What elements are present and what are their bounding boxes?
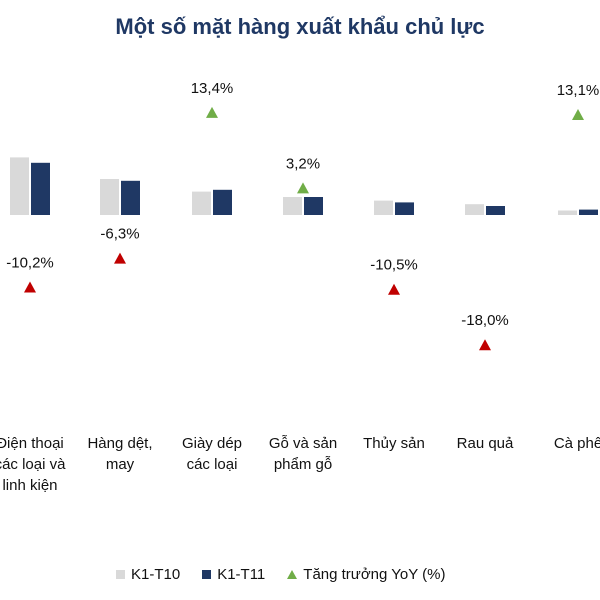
growth-label-6: 13,1% <box>557 82 600 99</box>
category-label-line: phẩm gỗ <box>273 456 333 473</box>
bar-k1-t10-2 <box>192 191 211 215</box>
legend-swatch-k1-t11 <box>202 569 212 579</box>
category-label-line: may <box>105 456 135 473</box>
category-label-5: Rau quả <box>435 433 535 454</box>
bar-k1-t11-4 <box>395 202 414 215</box>
bar-k1-t11-3 <box>304 197 323 215</box>
growth-marker-0 <box>24 281 36 293</box>
growth-marker-3 <box>297 182 309 194</box>
category-label-line: Thủy sản <box>363 435 425 452</box>
growth-marker-6 <box>572 109 584 121</box>
category-label-line: Điện thoại <box>0 435 64 452</box>
growth-label-0: -10,2% <box>6 254 54 271</box>
category-label-2: Giày dép các loại <box>162 433 262 475</box>
bar-k1-t11-6 <box>579 209 598 215</box>
bar-k1-t11-1 <box>121 180 140 215</box>
category-label-1: Hàng dệt, may <box>70 433 170 475</box>
category-label-line: Hàng dệt, <box>87 435 153 452</box>
legend-label-growth: Tăng trưởng YoY (%) <box>303 565 446 583</box>
bar-k1-t10-3 <box>283 197 302 215</box>
category-label-3: Gỗ và sản phẩm gỗ <box>253 433 353 475</box>
legend-swatch-k1-t10 <box>116 569 125 579</box>
category-label-4: Thủy sản <box>344 433 444 454</box>
chart-title: Một số mặt hàng xuất khẩu chủ lực <box>115 14 485 39</box>
growth-label-5: -18,0% <box>461 312 509 329</box>
legend-item-k1-t10: K1-T10 <box>116 566 180 583</box>
bar-k1-t10-4 <box>374 200 393 215</box>
legend-swatch-growth <box>287 569 298 579</box>
category-label-line: Gỗ và sản <box>268 435 338 452</box>
category-label-line: Rau quả <box>456 435 514 452</box>
legend: K1-T10 K1-T11 Tăng trưởng YoY (%) <box>116 562 467 586</box>
category-label-line: linh kiện <box>2 477 58 494</box>
bar-k1-t11-2 <box>213 189 232 215</box>
category-label-line: các loại và <box>0 456 66 473</box>
category-label-line: Giày dép <box>181 435 243 452</box>
growth-marker-1 <box>114 252 126 264</box>
legend-label-k1-t11: K1-T11 <box>217 565 266 583</box>
bar-k1-t11-5 <box>486 206 505 215</box>
category-label-line: các loại <box>186 456 238 473</box>
bar-k1-t10-1 <box>100 179 119 215</box>
growth-marker-2 <box>206 106 218 118</box>
legend-label-k1-t10: K1-T10 <box>131 565 181 583</box>
bar-k1-t10-0 <box>10 157 29 215</box>
bar-k1-t10-6 <box>558 210 577 215</box>
legend-item-k1-t11: K1-T11 <box>202 566 265 583</box>
growth-label-3: 3,2% <box>286 155 320 172</box>
bar-k1-t10-5 <box>465 204 484 215</box>
growth-label-1: -6,3% <box>100 226 139 243</box>
legend-item-growth: Tăng trưởng YoY (%) <box>287 566 445 583</box>
category-label-0: Điện thoại các loại và linh kiện <box>0 433 80 496</box>
category-label-line: Cà phê <box>553 435 600 452</box>
growth-label-4: -10,5% <box>370 257 418 274</box>
category-label-6: Cà phê <box>528 433 600 454</box>
growth-label-2: 13,4% <box>191 80 234 97</box>
growth-marker-5 <box>479 339 491 351</box>
bar-k1-t11-0 <box>31 162 50 215</box>
growth-marker-4 <box>388 283 400 295</box>
